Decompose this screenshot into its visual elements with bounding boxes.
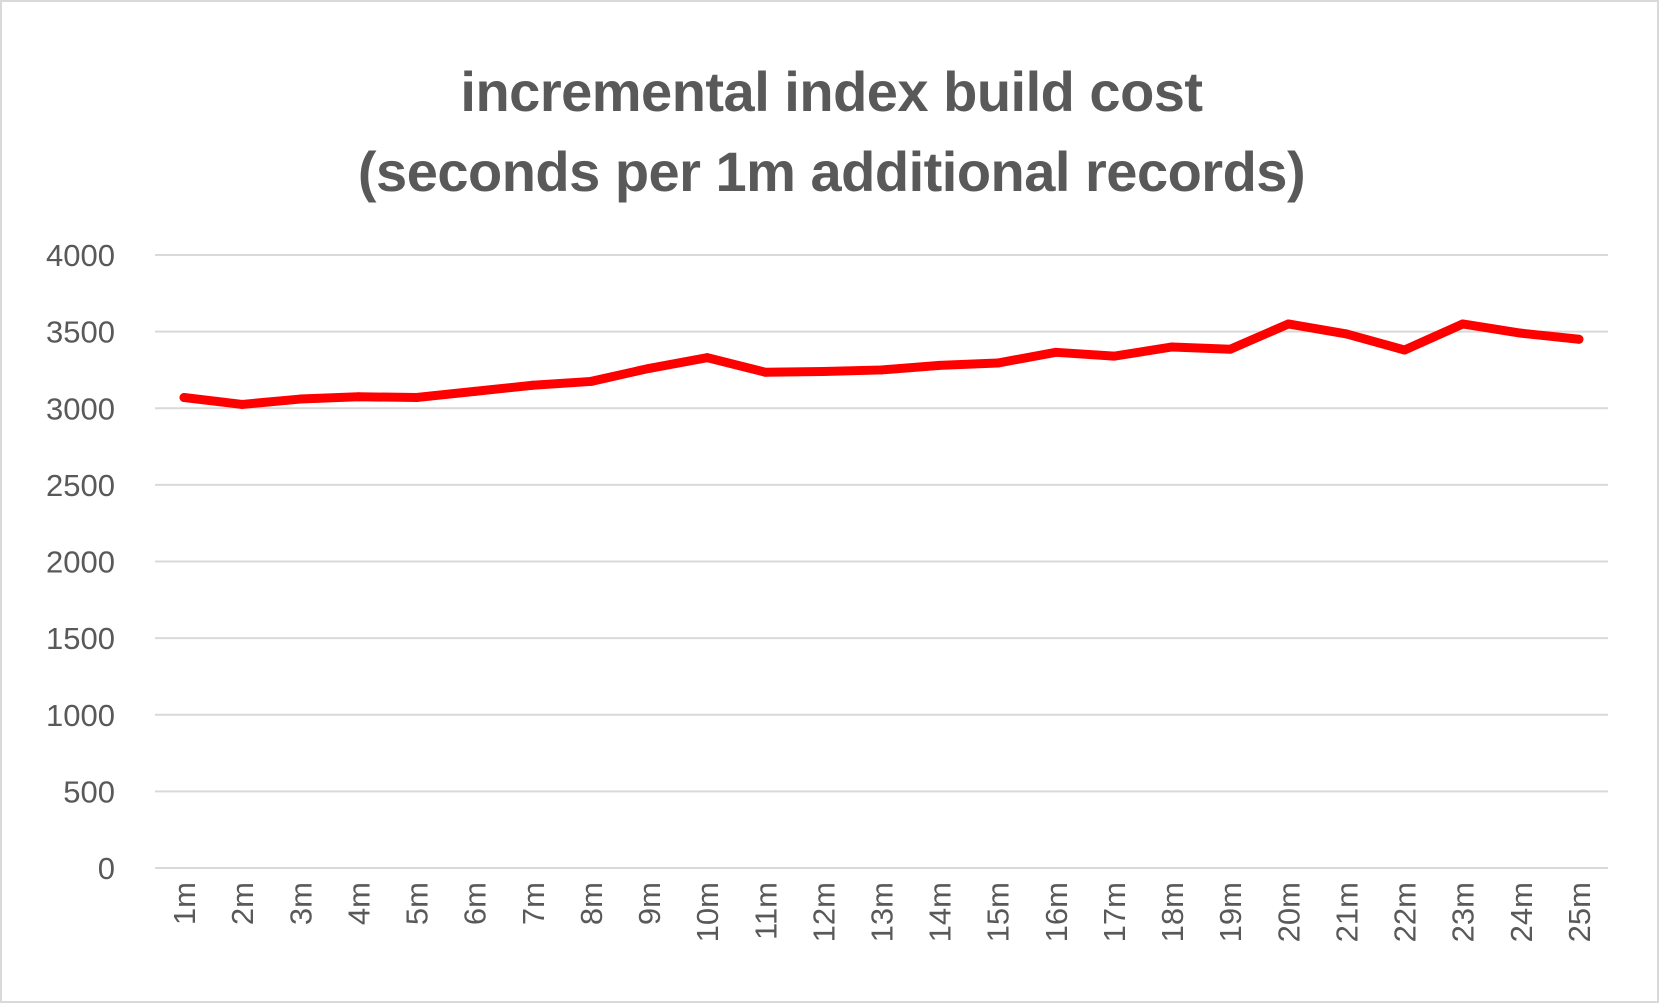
x-tick-label: 24m: [1504, 882, 1539, 942]
data-point: [1051, 347, 1061, 357]
data-point: [470, 386, 480, 396]
gridlines: [155, 254, 1608, 869]
x-tick-label: 2m: [225, 882, 260, 925]
x-tick-label: 10m: [690, 882, 725, 942]
data-point: [1400, 345, 1410, 355]
x-tick-label: 13m: [865, 882, 900, 942]
chart-title-line: incremental index build cost: [460, 60, 1203, 123]
data-point: [586, 376, 596, 386]
data-point: [818, 366, 828, 376]
y-tick-label: 0: [98, 851, 115, 886]
y-tick-label: 500: [63, 774, 115, 809]
data-point: [644, 363, 654, 373]
data-point: [412, 393, 422, 403]
data-point: [877, 365, 886, 375]
y-tick-label: 2500: [46, 468, 115, 503]
x-tick-label: 8m: [574, 882, 609, 925]
x-tick-label: 22m: [1388, 882, 1423, 942]
data-point: [179, 393, 189, 403]
x-tick-label: 4m: [341, 882, 376, 925]
y-tick-label: 3500: [46, 315, 115, 350]
x-tick-label: 19m: [1213, 882, 1248, 942]
x-tick-label: 25m: [1562, 882, 1597, 942]
data-point: [1574, 334, 1584, 344]
x-tick-label: 11m: [748, 882, 783, 940]
data-point: [1167, 342, 1177, 352]
x-tick-label: 5m: [400, 882, 435, 925]
x-tick-label: 1m: [167, 882, 202, 925]
x-tick-label: 14m: [923, 882, 958, 942]
x-tick-label: 17m: [1097, 882, 1132, 942]
x-tick-label: 6m: [458, 882, 493, 925]
data-point: [353, 392, 363, 402]
x-tick-label: 20m: [1271, 882, 1306, 942]
y-tick-label: 2000: [46, 545, 115, 580]
x-tick-label: 15m: [981, 882, 1016, 942]
chart-title: incremental index build cost (seconds pe…: [2, 52, 1659, 212]
data-point: [1109, 351, 1119, 361]
x-tick-label: 9m: [632, 882, 667, 925]
chart-subtitle: (seconds per 1m additional records): [357, 140, 1306, 203]
series-line: [179, 319, 1584, 409]
series-layer: [179, 319, 1584, 409]
data-point: [237, 399, 247, 409]
y-tick-label: 3000: [46, 391, 115, 426]
data-point: [1341, 329, 1351, 339]
data-point: [295, 394, 305, 404]
data-point: [528, 380, 538, 390]
y-tick-label: 4000: [46, 238, 115, 273]
data-point: [1458, 319, 1468, 329]
y-tick-label: 1000: [46, 698, 115, 733]
y-axis: 0 500 1000 1500 2000 2500 3000 3500 4000: [46, 238, 115, 886]
data-point: [1283, 319, 1293, 329]
x-tick-label: 18m: [1155, 882, 1190, 942]
x-axis: 1m 2m 3m 4m 5m 6m 7m 8m 9m 10m 11m 12m 13m 14m 15m 16m 1…: [167, 882, 1597, 942]
data-point: [702, 353, 712, 363]
y-tick-label: 1500: [46, 621, 115, 656]
data-point: [935, 360, 945, 370]
data-point: [760, 367, 770, 377]
x-tick-label: 3m: [283, 882, 318, 925]
x-tick-label: 23m: [1446, 882, 1481, 942]
data-point: [1516, 328, 1526, 338]
x-tick-label: 12m: [806, 882, 841, 942]
x-tick-label: 16m: [1039, 882, 1074, 942]
data-point: [1225, 344, 1235, 354]
x-tick-label: 7m: [516, 882, 551, 925]
data-point: [993, 358, 1003, 368]
x-tick-label: 21m: [1329, 882, 1364, 942]
